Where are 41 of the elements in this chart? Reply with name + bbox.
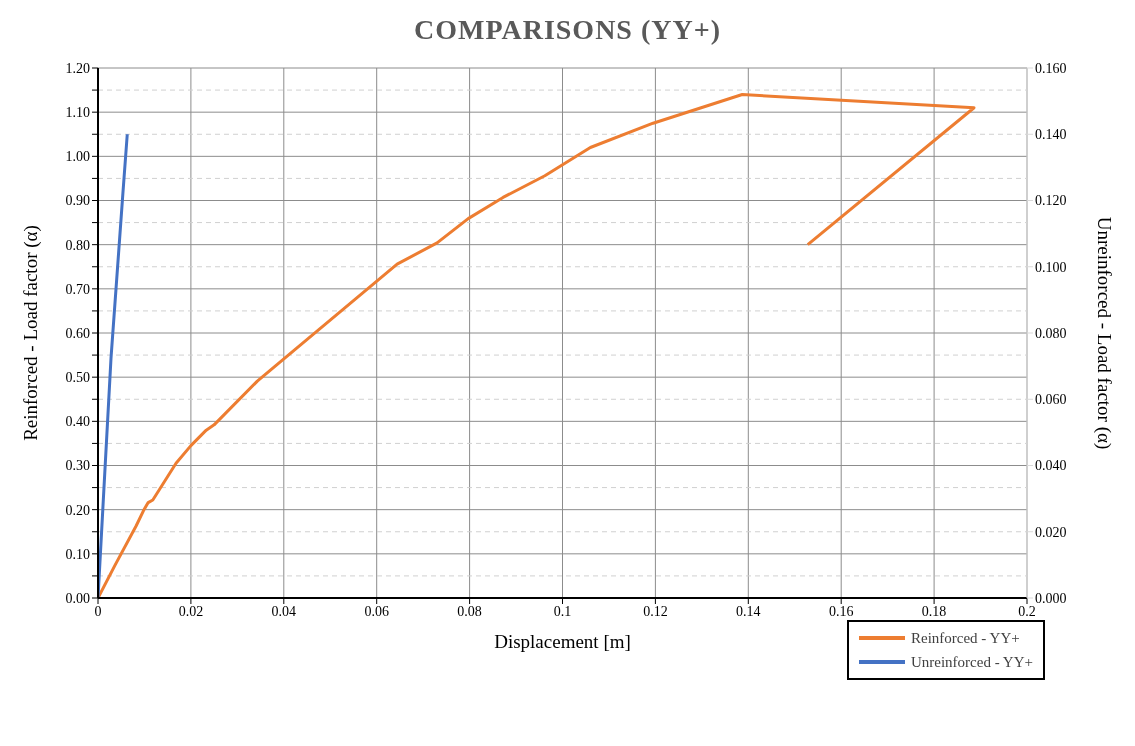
y-tick-label: 1.00 <box>65 149 90 165</box>
x-tick-label: 0.14 <box>736 603 761 619</box>
y-tick-label: 0.10 <box>65 546 90 562</box>
y-tick-label: 0.30 <box>65 458 90 474</box>
x-tick-label: 0 <box>94 603 102 619</box>
y2-tick-label: 0.000 <box>1035 590 1067 606</box>
y2-axis-title: Unreinforced - Load factor (α) <box>1093 216 1116 450</box>
y-tick-label: 0.60 <box>65 325 90 341</box>
y-tick-label: 0.50 <box>65 370 90 386</box>
x-tick-label: 0.04 <box>271 603 297 619</box>
chart-title: COMPARISONS (YY+) <box>413 13 722 47</box>
legend-label: Unreinforced - YY+ <box>910 653 1033 672</box>
legend-label: Reinforced - YY+ <box>910 629 1020 648</box>
x-tick-label: 0.1 <box>553 603 572 619</box>
line-series <box>98 93 976 598</box>
y2-tick-label: 0.020 <box>1035 524 1067 540</box>
y-axis-title: Reinforced - Load factor (α) <box>19 225 42 441</box>
y2-tick-label: 0.080 <box>1035 325 1067 341</box>
y-tick-label: 0.90 <box>65 193 90 209</box>
y-tick-label: 1.20 <box>65 60 90 76</box>
y2-tick-label: 0.060 <box>1035 392 1067 408</box>
y-tick-label: 0.80 <box>65 237 90 253</box>
y2-tick-label: 0.120 <box>1035 193 1067 209</box>
y-tick-label: 0.00 <box>65 590 90 606</box>
x-axis-title: Displacement [m] <box>494 631 631 652</box>
x-tick-label: 0.08 <box>457 603 482 619</box>
x-tick-label: 0.12 <box>643 603 668 619</box>
y2-tick-label: 0.100 <box>1035 259 1067 275</box>
x-tick-label: 0.02 <box>178 603 204 619</box>
line-series <box>98 132 129 598</box>
y2-tick-label: 0.140 <box>1035 127 1067 143</box>
y-tick-label: 1.10 <box>65 105 90 121</box>
y-tick-label: 0.40 <box>65 414 90 430</box>
y2-tick-label: 0.160 <box>1035 60 1067 76</box>
y2-tick-label: 0.040 <box>1035 458 1067 474</box>
x-tick-label: 0.2 <box>1018 603 1036 619</box>
x-tick-label: 0.16 <box>828 603 854 619</box>
y-tick-label: 0.70 <box>65 281 90 297</box>
x-tick-label: 0.06 <box>364 603 389 619</box>
x-tick-label: 0.18 <box>921 603 947 619</box>
y-tick-label: 0.20 <box>65 502 90 518</box>
